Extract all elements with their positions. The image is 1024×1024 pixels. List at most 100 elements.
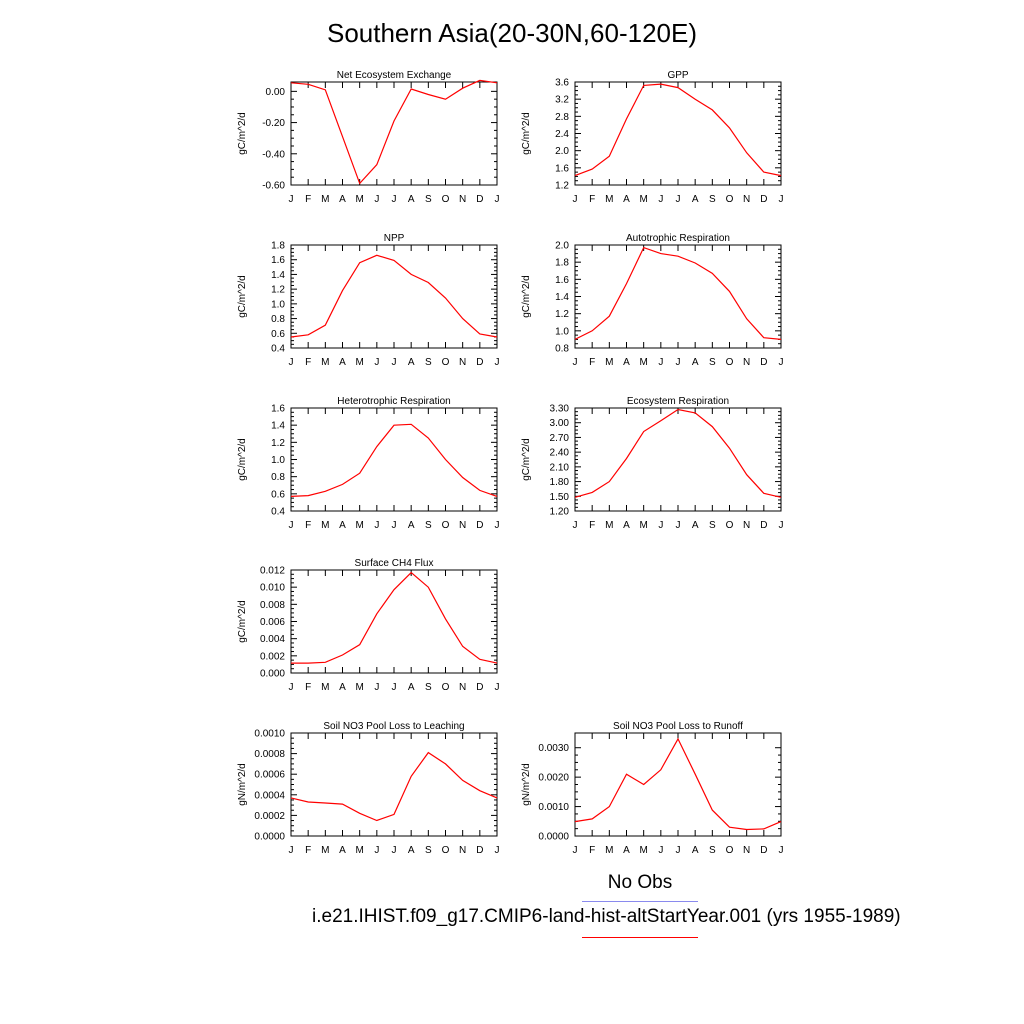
x-tick-label: M — [321, 845, 329, 856]
y-tick-label: -0.20 — [262, 118, 285, 129]
data-line — [574, 246, 782, 340]
y-tick-label: 0.4 — [271, 507, 285, 518]
x-tick-label: A — [339, 357, 346, 368]
y-tick-label: 0.00 — [266, 87, 286, 98]
plot-frame — [290, 732, 498, 837]
x-tick-label: J — [495, 357, 500, 368]
x-tick-label: M — [355, 520, 363, 531]
x-tick-label: M — [605, 357, 613, 368]
x-tick-label: D — [476, 682, 483, 693]
legend-case-line — [582, 937, 698, 938]
x-tick-label: S — [425, 357, 432, 368]
y-tick-label: 2.0 — [555, 241, 569, 252]
x-tick-label: J — [676, 194, 681, 205]
x-tick-label: J — [374, 520, 379, 531]
y-tick-label: 1.8 — [555, 258, 569, 269]
y-tick-label: 0.0010 — [538, 802, 569, 813]
x-tick-label: J — [676, 845, 681, 856]
plot-frame — [574, 732, 782, 837]
x-tick-label: J — [573, 520, 578, 531]
y-tick-label: 0.010 — [260, 583, 285, 594]
x-tick-label: A — [623, 194, 630, 205]
x-tick-label: J — [658, 845, 663, 856]
y-axis-label: gC/m^2/d — [521, 112, 532, 155]
chart-title: Soil NO3 Pool Loss to Runoff — [613, 721, 743, 732]
x-tick-label: J — [392, 194, 397, 205]
x-tick-label: M — [639, 520, 647, 531]
x-tick-label: M — [355, 357, 363, 368]
x-tick-label: M — [321, 520, 329, 531]
x-tick-label: S — [709, 520, 716, 531]
x-tick-label: J — [392, 520, 397, 531]
y-tick-label: 0.8 — [271, 472, 285, 483]
x-tick-label: A — [692, 845, 699, 856]
y-axis-label: gC/m^2/d — [237, 275, 248, 318]
x-tick-label: O — [726, 520, 734, 531]
x-tick-label: S — [425, 520, 432, 531]
x-tick-label: J — [573, 357, 578, 368]
x-tick-label: J — [374, 357, 379, 368]
x-tick-label: J — [495, 682, 500, 693]
data-line — [574, 408, 782, 498]
data-line — [574, 83, 782, 177]
x-tick-label: J — [392, 682, 397, 693]
y-tick-label: 2.70 — [550, 433, 570, 444]
y-tick-label: 0.0000 — [538, 832, 569, 843]
y-tick-label: 2.8 — [555, 112, 569, 123]
y-tick-label: 1.20 — [550, 507, 570, 518]
x-tick-label: S — [709, 357, 716, 368]
x-tick-label: N — [743, 357, 750, 368]
y-tick-label: 0.0008 — [254, 749, 285, 760]
x-tick-label: J — [573, 194, 578, 205]
x-tick-label: M — [605, 194, 613, 205]
x-tick-label: J — [676, 520, 681, 531]
x-tick-label: J — [779, 357, 784, 368]
y-tick-label: 0.6 — [271, 489, 285, 500]
x-tick-label: J — [289, 520, 294, 531]
x-tick-label: J — [289, 845, 294, 856]
y-tick-label: 0.0002 — [254, 811, 285, 822]
x-tick-label: J — [495, 845, 500, 856]
x-tick-label: M — [605, 845, 613, 856]
y-tick-label: 1.0 — [271, 455, 285, 466]
x-tick-label: N — [459, 682, 466, 693]
y-axis-label: gC/m^2/d — [237, 438, 248, 481]
chart-panel: Heterotrophic Respiration gC/m^2/d 0.4 0.6 0… — [237, 396, 500, 531]
x-tick-label: F — [305, 520, 311, 531]
x-tick-label: F — [589, 520, 595, 531]
y-tick-label: 0.000 — [260, 669, 285, 680]
x-tick-label: M — [639, 194, 647, 205]
x-tick-label: S — [425, 194, 432, 205]
x-tick-label: F — [305, 845, 311, 856]
x-tick-label: N — [459, 357, 466, 368]
x-tick-label: O — [442, 845, 450, 856]
x-tick-label: O — [442, 520, 450, 531]
x-tick-label: N — [743, 194, 750, 205]
x-tick-label: A — [623, 845, 630, 856]
x-tick-label: M — [639, 845, 647, 856]
x-tick-label: F — [589, 357, 595, 368]
x-tick-label: O — [726, 357, 734, 368]
page-title: Southern Asia(20-30N,60-120E) — [326, 18, 697, 48]
y-tick-label: 1.4 — [271, 270, 285, 281]
x-tick-label: O — [726, 845, 734, 856]
x-tick-label: A — [339, 520, 346, 531]
y-tick-label: 0.0010 — [254, 729, 285, 740]
x-tick-label: S — [709, 194, 716, 205]
chart-title: Autotrophic Respiration — [626, 233, 730, 244]
y-tick-label: 0.012 — [260, 566, 285, 577]
y-tick-label: 1.2 — [271, 438, 285, 449]
y-tick-label: 3.6 — [555, 78, 569, 89]
legend-obs-label: No Obs — [607, 872, 673, 893]
x-tick-label: D — [476, 520, 483, 531]
chart-title: Ecosystem Respiration — [627, 396, 729, 407]
y-tick-label: 1.2 — [555, 309, 569, 320]
x-tick-label: O — [726, 194, 734, 205]
y-tick-label: 1.4 — [271, 421, 285, 432]
x-tick-label: J — [289, 682, 294, 693]
x-tick-label: O — [442, 194, 450, 205]
x-tick-label: A — [408, 194, 415, 205]
x-tick-label: S — [425, 845, 432, 856]
y-tick-label: 0.8 — [555, 344, 569, 355]
